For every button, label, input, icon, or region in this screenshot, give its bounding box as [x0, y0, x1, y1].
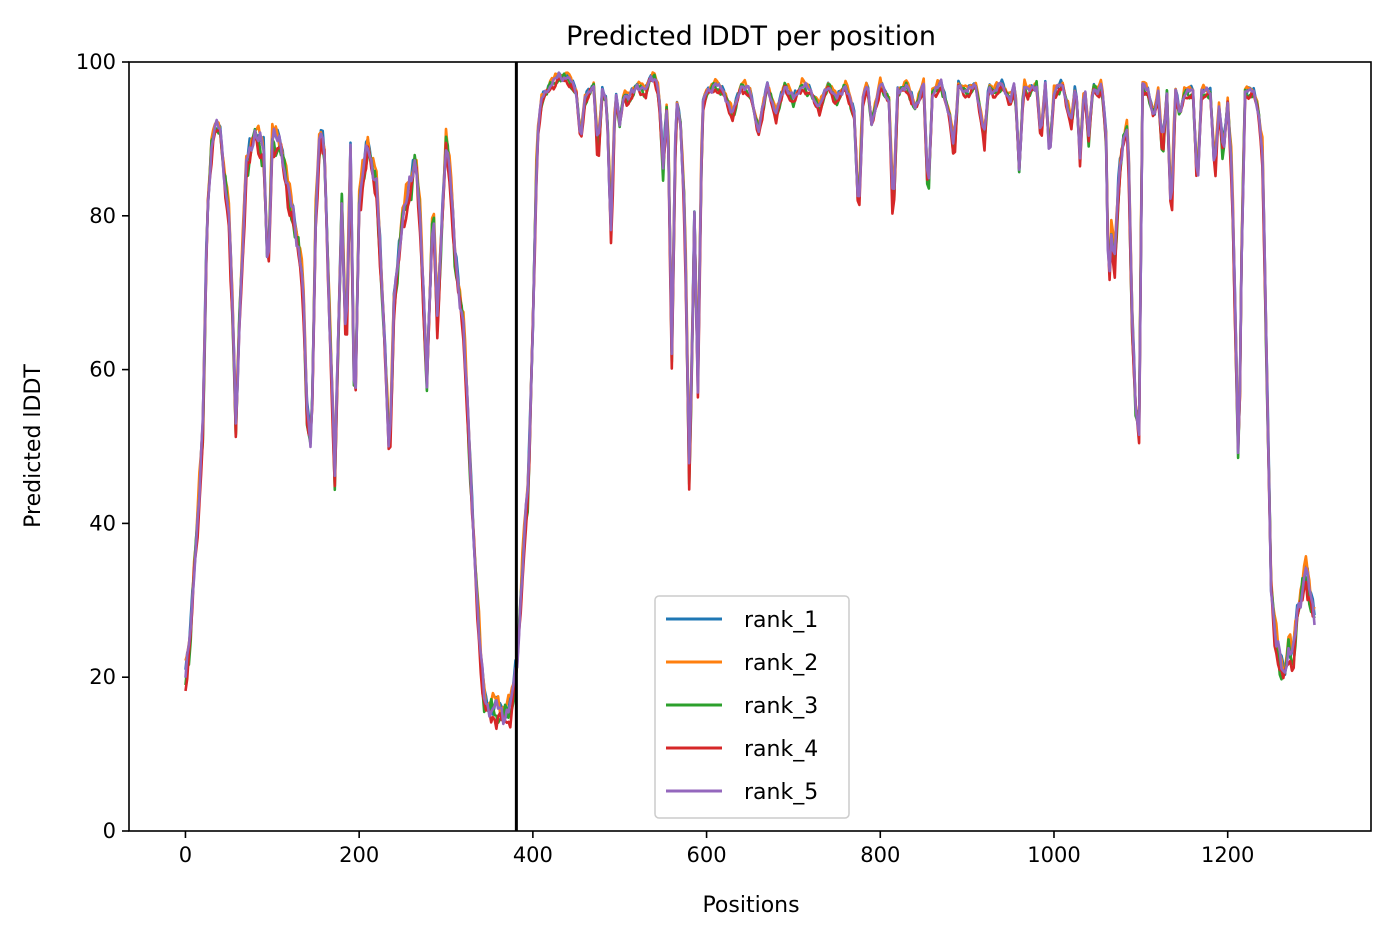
series-lines — [184, 71, 1316, 731]
series-line-rank_5 — [184, 71, 1316, 726]
legend-label-rank_1: rank_1 — [744, 608, 818, 633]
legend-label-rank_3: rank_3 — [744, 694, 818, 719]
legend-box — [654, 595, 850, 819]
x-tick-label: 1200 — [1201, 843, 1254, 867]
y-axis-label: Predicted lDDT — [21, 364, 46, 528]
x-tick-label: 200 — [339, 843, 379, 867]
legend-label-rank_5: rank_5 — [744, 780, 818, 805]
axes-frame — [128, 61, 1372, 832]
legend-label-rank_4: rank_4 — [744, 737, 818, 762]
legend-label-rank_2: rank_2 — [744, 651, 818, 676]
x-tick-label: 1000 — [1027, 843, 1080, 867]
y-tick-label: 40 — [89, 511, 116, 535]
chart-title: Predicted lDDT per position — [566, 21, 936, 52]
y-tick-label: 20 — [89, 665, 116, 689]
x-axis-label: Positions — [702, 893, 799, 918]
y-tick-label: 60 — [89, 358, 116, 382]
y-tick-label: 0 — [103, 819, 116, 843]
x-tick-label: 400 — [513, 843, 553, 867]
x-tick-label: 800 — [860, 843, 900, 867]
legend: rank_1 rank_2 rank_3 rank_4 rank_5 — [654, 595, 850, 819]
y-tick-label: 100 — [76, 50, 116, 74]
x-tick-label: 0 — [179, 843, 192, 867]
axes — [128, 61, 1372, 832]
tick-marks: 0 200 400 600 800 1000 1200 0 20 40 60 80 100 — [76, 50, 1255, 867]
y-tick-label: 80 — [89, 204, 116, 228]
x-tick-label: 600 — [687, 843, 727, 867]
